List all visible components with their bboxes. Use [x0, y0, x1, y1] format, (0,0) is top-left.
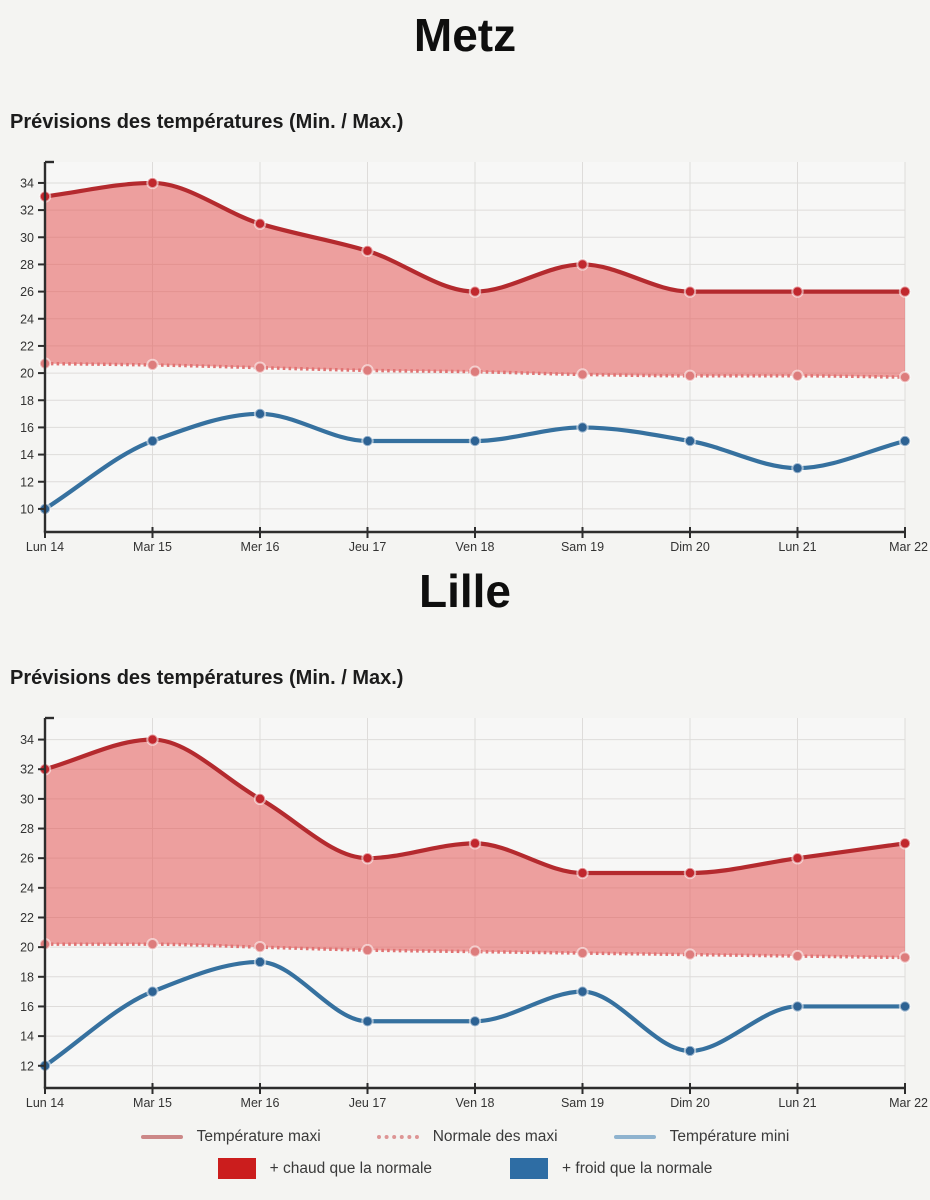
svg-text:Sam 19: Sam 19: [561, 540, 604, 554]
svg-text:Jeu 17: Jeu 17: [349, 1096, 387, 1110]
svg-text:Mar 22: Mar 22: [889, 540, 928, 554]
legend-row-anomalies: + chaud que la normale + froid que la no…: [0, 1156, 930, 1182]
svg-text:14: 14: [20, 448, 34, 462]
legend-label-normale-maxi: Normale des maxi: [432, 1127, 558, 1145]
svg-text:16: 16: [20, 421, 34, 435]
svg-text:28: 28: [20, 822, 34, 836]
legend-label-temp-maxi: Température maxi: [196, 1127, 321, 1145]
svg-text:30: 30: [20, 792, 34, 806]
svg-text:Mar 15: Mar 15: [133, 540, 172, 554]
svg-text:Mar 22: Mar 22: [889, 1096, 928, 1110]
legend-item-froid: + froid que la normale: [510, 1158, 713, 1180]
svg-text:Sam 19: Sam 19: [561, 1096, 604, 1110]
svg-text:Lun 21: Lun 21: [778, 540, 816, 554]
svg-text:20: 20: [20, 366, 34, 380]
normale-maxi-dotted-swatch: [376, 1134, 419, 1139]
temp-maxi-line-swatch: [140, 1134, 183, 1139]
svg-text:12: 12: [20, 1059, 34, 1073]
svg-text:28: 28: [20, 258, 34, 272]
forecast-subtitle-lille: Prévisions des températures (Min. / Max.…: [10, 666, 404, 689]
svg-text:10: 10: [20, 502, 34, 516]
legend-item-normale-maxi: Normale des maxi: [376, 1127, 558, 1146]
svg-text:16: 16: [20, 1000, 34, 1014]
legend-label-chaud: + chaud que la normale: [269, 1159, 433, 1177]
temperature-chart-svg: 10 12 14 16 18 20 22 24 26 28 30 32 34 Lun 14 Mar 15 Me…: [20, 160, 928, 554]
city-title-lille: Lille: [418, 564, 512, 617]
svg-text:24: 24: [20, 312, 34, 326]
legend-label-temp-mini: Température mini: [669, 1127, 790, 1145]
svg-text:14: 14: [20, 1029, 34, 1043]
legend-item-temp-mini: Température mini: [613, 1127, 790, 1146]
temperature-chart-svg: 12 14 16 18 20 22 24 26 28 30 32 34 Lun 14 Mar 15 Mer …: [20, 716, 928, 1110]
temperature-chart-lille: 12 14 16 18 20 22 24 26 28 30 32 34 Lun 14 Mar 15 Mer …: [0, 716, 930, 1112]
legend-item-temp-maxi: Température maxi: [140, 1127, 321, 1146]
svg-text:32: 32: [20, 762, 34, 776]
chart-legend: Température maxi Normale des maxi Tempér…: [0, 1124, 930, 1182]
svg-text:Ven 18: Ven 18: [456, 1096, 495, 1110]
svg-text:34: 34: [20, 176, 34, 190]
svg-text:Dim 20: Dim 20: [670, 1096, 710, 1110]
legend-row-lines: Température maxi Normale des maxi Tempér…: [0, 1124, 930, 1150]
svg-text:18: 18: [20, 970, 34, 984]
svg-text:18: 18: [20, 394, 34, 408]
svg-text:20: 20: [20, 940, 34, 954]
svg-text:Mar 15: Mar 15: [133, 1096, 172, 1110]
forecast-subtitle-metz: Prévisions des températures (Min. / Max.…: [10, 110, 404, 133]
svg-text:Lun 14: Lun 14: [26, 540, 64, 554]
chart-section-lille: Lille Prévisions des températures (Min. …: [0, 556, 930, 1112]
svg-text:Mer 16: Mer 16: [241, 540, 280, 554]
svg-text:22: 22: [20, 339, 34, 353]
svg-text:Lun 14: Lun 14: [26, 1096, 64, 1110]
svg-text:Dim 20: Dim 20: [670, 540, 710, 554]
temperature-chart-metz: 10 12 14 16 18 20 22 24 26 28 30 32 34 Lun 14 Mar 15 Me…: [0, 160, 930, 556]
svg-text:24: 24: [20, 881, 34, 895]
chaud-color-box: [217, 1158, 256, 1180]
svg-text:Jeu 17: Jeu 17: [349, 540, 387, 554]
froid-color-box: [510, 1158, 549, 1180]
svg-text:22: 22: [20, 911, 34, 925]
svg-text:Lun 21: Lun 21: [778, 1096, 816, 1110]
city-title-metz: Metz: [413, 9, 517, 61]
svg-text:34: 34: [20, 733, 34, 747]
svg-text:Ven 18: Ven 18: [456, 540, 495, 554]
chart-section-metz: Metz Prévisions des températures (Min. /…: [0, 0, 930, 556]
legend-item-chaud: + chaud que la normale: [217, 1158, 433, 1180]
svg-text:30: 30: [20, 231, 34, 245]
svg-text:26: 26: [20, 851, 34, 865]
svg-text:32: 32: [20, 203, 34, 217]
svg-text:26: 26: [20, 285, 34, 299]
temp-mini-line-swatch: [613, 1134, 656, 1139]
svg-text:12: 12: [20, 475, 34, 489]
svg-text:Mer 16: Mer 16: [241, 1096, 280, 1110]
legend-label-froid: + froid que la normale: [562, 1159, 713, 1177]
